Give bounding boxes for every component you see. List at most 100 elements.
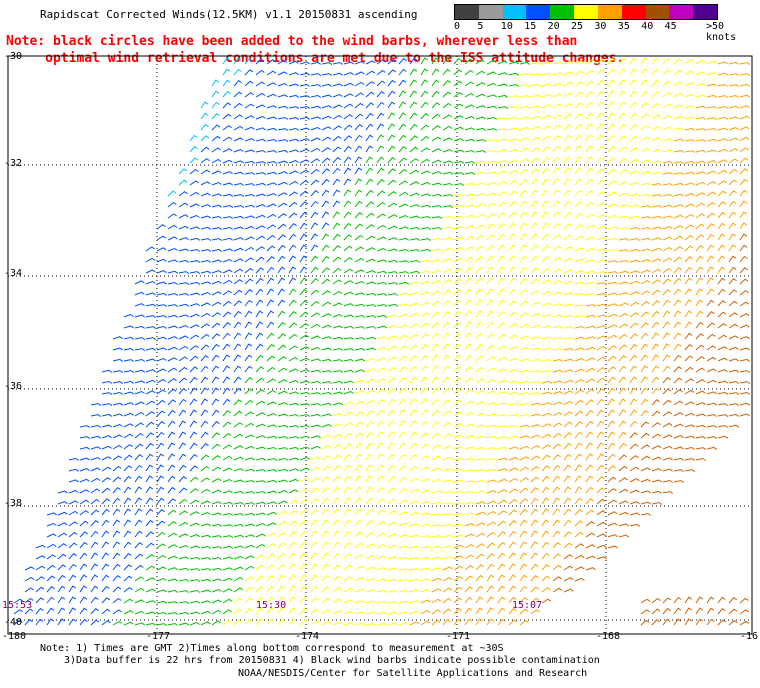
wind-barb — [343, 622, 354, 626]
wind-barb — [552, 443, 562, 450]
wind-barb — [618, 281, 629, 285]
wind-barb — [519, 477, 529, 483]
wind-barb — [585, 293, 597, 297]
wind-barb — [310, 190, 319, 197]
wind-barb — [354, 234, 364, 241]
wind-barb — [343, 380, 354, 384]
wind-barb — [552, 257, 562, 263]
wind-barb — [167, 304, 179, 308]
wind-barb — [717, 323, 727, 329]
wind-barb — [222, 237, 234, 241]
wind-barb — [310, 147, 321, 153]
wind-barb — [552, 380, 563, 384]
wind-barb — [618, 101, 627, 109]
wind-barb — [453, 321, 462, 329]
wind-barb — [233, 365, 242, 373]
wind-barb — [332, 200, 341, 208]
wind-barb — [387, 134, 396, 142]
wind-barb — [68, 618, 77, 626]
wind-barb — [222, 332, 231, 340]
wind-barb — [695, 82, 706, 87]
wind-barb — [464, 423, 475, 428]
wind-barb — [365, 554, 376, 560]
wind-barb — [46, 607, 55, 615]
wind-barb — [68, 479, 79, 483]
wind-barb — [530, 278, 540, 285]
wind-barb — [618, 123, 627, 131]
wind-barb — [332, 552, 341, 560]
wind-barb — [354, 358, 366, 362]
wind-barb — [728, 168, 738, 175]
wind-barb — [68, 489, 79, 494]
wind-barb — [277, 321, 286, 329]
wind-barb — [244, 215, 255, 219]
wind-barb — [640, 136, 651, 142]
wind-barb — [431, 248, 442, 252]
wind-barb — [189, 313, 200, 318]
wind-barb — [640, 455, 651, 461]
wind-barb — [574, 421, 583, 428]
wind-barb — [211, 135, 221, 142]
wind-barb — [464, 214, 475, 219]
wind-barb — [530, 147, 540, 153]
wind-barb — [585, 521, 595, 527]
wind-barb — [475, 435, 487, 439]
wind-barb — [596, 214, 607, 219]
wind-barb — [706, 288, 715, 296]
wind-barb — [442, 468, 453, 472]
wind-barb — [376, 567, 387, 571]
wind-barb — [365, 189, 374, 197]
wind-barb — [123, 564, 133, 571]
wind-barb — [673, 332, 682, 340]
wind-barb — [607, 248, 619, 252]
wind-barb — [277, 181, 288, 186]
wind-barb — [321, 189, 330, 197]
wind-barb — [365, 347, 376, 351]
wind-barb — [585, 420, 594, 428]
wind-barb — [508, 266, 517, 274]
wind-barb — [486, 574, 495, 582]
wind-barb — [662, 422, 673, 428]
wind-barb — [596, 533, 607, 538]
wind-barb — [244, 399, 254, 406]
wind-barb — [156, 600, 168, 604]
wind-barb — [266, 501, 277, 505]
wind-barb — [717, 357, 728, 362]
wind-barb — [431, 524, 443, 528]
wind-barb — [431, 535, 443, 539]
wind-barb — [475, 458, 487, 462]
wind-barb — [112, 620, 123, 626]
wind-barb — [563, 189, 572, 197]
wind-barb — [717, 380, 728, 384]
wind-barb — [255, 400, 266, 406]
wind-barb — [640, 387, 649, 395]
wind-barb — [442, 597, 452, 604]
wind-barb — [530, 157, 540, 164]
wind-barb — [398, 420, 407, 428]
wind-barb — [332, 454, 342, 461]
wind-barb — [233, 545, 244, 549]
wind-barb — [376, 101, 385, 109]
wind-barb — [387, 578, 399, 582]
wind-barb — [409, 68, 418, 76]
wind-barb — [552, 553, 562, 560]
wind-barb — [453, 225, 464, 230]
wind-barb — [409, 398, 418, 406]
wind-barb — [673, 412, 684, 417]
wind-barb — [673, 225, 684, 230]
wind-barb — [266, 522, 277, 527]
wind-barb — [596, 366, 606, 373]
colorbar-label: 35 — [617, 21, 630, 32]
wind-barb — [420, 170, 431, 175]
wind-barb — [200, 302, 211, 307]
wind-barb — [563, 497, 572, 505]
wind-barb — [739, 609, 749, 615]
wind-barb — [189, 453, 198, 461]
wind-barb — [585, 59, 596, 65]
wind-barb — [453, 69, 463, 76]
wind-barb — [211, 609, 222, 615]
wind-barb — [651, 376, 660, 384]
wind-barb — [442, 410, 452, 417]
wind-barb — [739, 336, 750, 340]
